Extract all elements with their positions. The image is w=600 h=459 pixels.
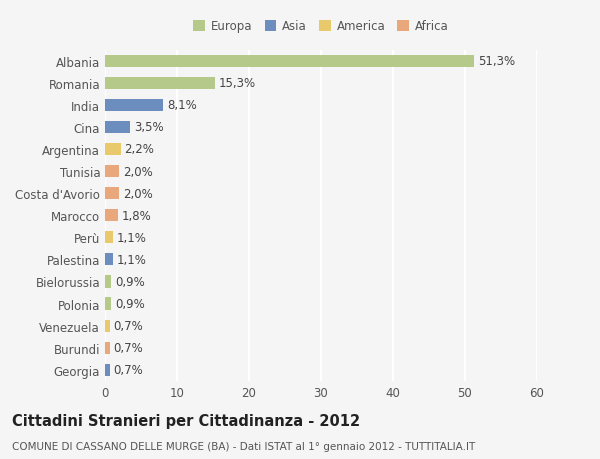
Bar (105, 254, 113, 266)
Text: 1,1%: 1,1% (116, 231, 146, 244)
Text: 2,0%: 2,0% (123, 165, 153, 178)
Bar (105, 144, 121, 156)
Text: 15,3%: 15,3% (219, 77, 256, 90)
Text: 0,9%: 0,9% (115, 275, 145, 288)
Text: 1,1%: 1,1% (116, 253, 146, 266)
Bar (105, 166, 119, 178)
Text: 3,5%: 3,5% (134, 121, 163, 134)
Text: 8,1%: 8,1% (167, 99, 197, 112)
Bar (105, 276, 112, 288)
Text: 0,9%: 0,9% (115, 297, 145, 310)
Bar (105, 100, 163, 112)
Bar (105, 56, 475, 67)
Text: 0,7%: 0,7% (113, 341, 143, 354)
Legend: Europa, Asia, America, Africa: Europa, Asia, America, Africa (189, 16, 453, 38)
Text: 0,7%: 0,7% (113, 319, 143, 332)
Bar (105, 210, 118, 222)
Bar (105, 232, 113, 244)
Bar (105, 298, 112, 310)
Bar (105, 78, 215, 90)
Bar (105, 320, 110, 332)
Text: 0,7%: 0,7% (113, 364, 143, 376)
Text: 1,8%: 1,8% (122, 209, 151, 222)
Text: 51,3%: 51,3% (478, 55, 515, 68)
Text: COMUNE DI CASSANO DELLE MURGE (BA) - Dati ISTAT al 1° gennaio 2012 - TUTTITALIA.: COMUNE DI CASSANO DELLE MURGE (BA) - Dat… (12, 441, 475, 451)
Text: Cittadini Stranieri per Cittadinanza - 2012: Cittadini Stranieri per Cittadinanza - 2… (12, 413, 360, 428)
Text: 2,0%: 2,0% (123, 187, 153, 200)
Bar (105, 364, 110, 376)
Bar (105, 122, 130, 134)
Bar (105, 188, 119, 200)
Text: 2,2%: 2,2% (124, 143, 154, 156)
Bar (105, 342, 110, 354)
